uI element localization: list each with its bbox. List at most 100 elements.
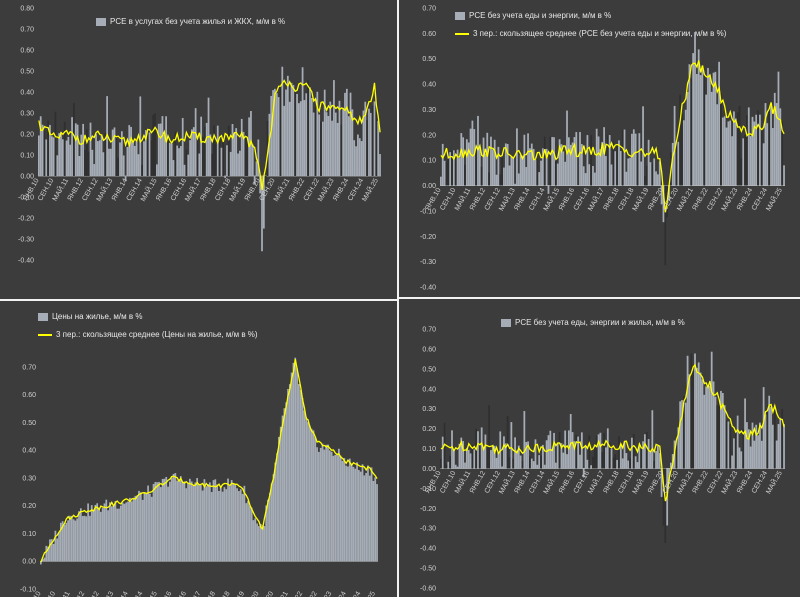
bar [141, 499, 144, 562]
bar [690, 78, 693, 186]
bar [144, 130, 147, 176]
bar [314, 106, 317, 176]
bar [560, 144, 563, 186]
bar [120, 131, 123, 176]
bar [636, 462, 639, 469]
bar [230, 480, 233, 562]
bar [608, 135, 611, 186]
bar [369, 112, 372, 176]
bar [113, 127, 116, 176]
bar [189, 478, 191, 562]
bar [445, 464, 448, 469]
bar [209, 134, 212, 176]
bar [228, 486, 231, 562]
bar [194, 482, 197, 562]
bar [759, 114, 761, 186]
bar [110, 506, 113, 562]
bar [658, 161, 661, 186]
bar [82, 123, 85, 176]
bar [54, 111, 57, 176]
bar [545, 440, 548, 469]
bar [239, 489, 242, 562]
bar [558, 139, 561, 186]
bar [755, 424, 758, 469]
bar [60, 131, 62, 176]
bar [710, 351, 713, 469]
bar [682, 396, 685, 469]
bar [98, 507, 100, 562]
bar [154, 481, 157, 562]
y-tick-label: 0.40 [422, 386, 436, 393]
bar [377, 120, 380, 176]
y-tick-label: 0.60 [422, 346, 436, 353]
bar [775, 103, 778, 186]
bar [102, 152, 105, 176]
y-tick-label: 0.50 [20, 69, 34, 76]
bar [283, 408, 286, 562]
bar [760, 440, 763, 469]
bar [355, 146, 357, 176]
bar [697, 49, 700, 186]
bar [677, 427, 680, 469]
bar [516, 128, 518, 186]
chart-panel-services-ex-housing: PCE в услугах без учета жилья и ЖКХ, м/м… [0, 0, 397, 299]
bar [224, 176, 227, 178]
bar [357, 134, 359, 176]
bar [181, 117, 184, 176]
bar [740, 158, 743, 186]
bar [61, 139, 64, 176]
bar [116, 508, 119, 562]
bar [200, 116, 203, 176]
bar [183, 164, 186, 176]
bar [679, 401, 682, 469]
bar [606, 428, 609, 469]
bar [76, 518, 79, 562]
bar [63, 524, 66, 562]
bar [39, 116, 42, 176]
bar [708, 75, 711, 186]
bar [440, 176, 442, 186]
bar [753, 440, 756, 469]
bar [597, 434, 600, 469]
bar [232, 483, 235, 562]
bar [100, 134, 103, 176]
bar [150, 496, 153, 562]
bar [692, 53, 695, 186]
y-tick-label: 0.10 [422, 446, 436, 453]
bar [128, 125, 131, 176]
bar [673, 105, 676, 186]
bar [362, 110, 365, 176]
bar [555, 154, 557, 186]
bar [484, 434, 487, 469]
y-tick-label: -0.40 [18, 258, 34, 265]
bar [521, 155, 524, 186]
bar [681, 114, 683, 186]
bar [365, 472, 368, 562]
bar [167, 135, 169, 176]
bar [338, 448, 340, 562]
bar [350, 463, 353, 562]
bar [766, 123, 769, 186]
bar [779, 108, 782, 186]
bar [670, 462, 672, 469]
bar [178, 148, 180, 176]
y-tick-label: -0.40 [420, 546, 436, 553]
bar [334, 112, 337, 176]
y-tick-label: 0.70 [422, 327, 436, 334]
bar [191, 129, 193, 176]
bar [642, 106, 644, 186]
bar [222, 135, 225, 176]
bar [449, 455, 452, 469]
bar [152, 483, 155, 562]
bar [612, 141, 615, 186]
bar [316, 447, 318, 562]
bar [746, 422, 748, 469]
bar [168, 142, 171, 176]
chart-svg: -0.60 -0.50 -0.40 -0.30 -0.20 -0.10 0.00 0.10 0.… [420, 327, 785, 593]
bar [454, 464, 457, 469]
y-tick-label: -0.10 [18, 195, 34, 202]
bar [270, 483, 273, 562]
bar [87, 151, 90, 176]
y-tick-label: -0.30 [420, 259, 436, 266]
bar [517, 445, 520, 469]
